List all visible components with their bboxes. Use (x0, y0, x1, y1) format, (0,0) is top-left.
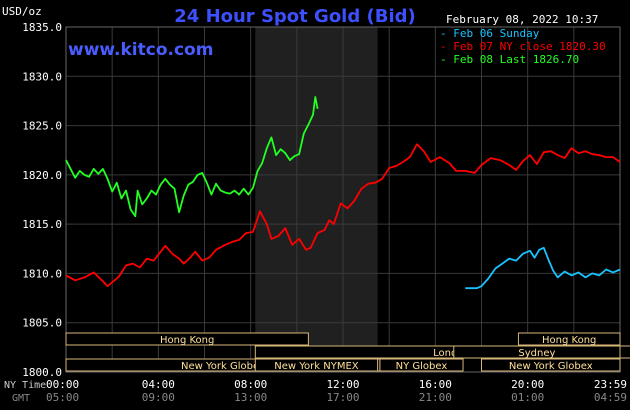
market-label: New York Globex (509, 361, 593, 372)
y-tick-label: 1815.0 (22, 218, 62, 231)
y-tick-label: 1820.0 (22, 169, 62, 182)
market-bar (481, 358, 621, 372)
y-tick-label: 1810.0 (22, 267, 62, 280)
market-label: Sydney (518, 348, 555, 359)
market-session-bars: Hong Kong London New York Globex New York N… (65, 332, 630, 372)
x-tick-label-ny: 00:00 (46, 378, 79, 391)
market-bar (65, 332, 309, 346)
chart-title: 24 Hour Spot Gold (Bid) (174, 6, 415, 27)
y-tick-label: 1825.0 (22, 120, 62, 133)
x-tick-label-gmt: 01:00 (511, 391, 544, 404)
y-axis-ticks: 1800.0 1805.0 1810.0 1815.0 1820.0 1825.0 1830… (22, 21, 62, 379)
market-bar (453, 345, 621, 359)
y-tick-label: 1835.0 (22, 21, 62, 34)
x-tick-label-ny: 12:00 (326, 378, 359, 391)
x-tick-label-gmt: 21:00 (419, 391, 452, 404)
series-line (65, 143, 621, 288)
plot-frame (65, 26, 621, 373)
market-bar (379, 358, 464, 372)
x-tick-label-gmt: 09:00 (142, 391, 175, 404)
x-tick-label-gmt: 17:00 (326, 391, 359, 404)
x-tick-label-gmt: 05:00 (46, 391, 79, 404)
price-series (65, 96, 621, 290)
market-label: London (433, 348, 470, 359)
legend-entry: - Feb 07 NY close 1820.30 (440, 40, 606, 53)
market-label: New York Globex (181, 361, 265, 372)
x-tick-label-ny: 08:00 (234, 378, 267, 391)
x-axis-gmt-label: GMT (12, 393, 30, 404)
nymex-session-highlight (255, 27, 378, 372)
x-tick-label-gmt: 13:00 (234, 391, 267, 404)
market-label: NY Globex (396, 361, 448, 372)
market-label: Hong Kong (542, 335, 596, 346)
legend-entry: - Feb 08 Last 1826.70 (440, 53, 579, 66)
timestamp: February 08, 2022 10:37 (446, 13, 598, 26)
y-tick-label: 1805.0 (22, 317, 62, 330)
series-line (65, 96, 319, 218)
y-tick-label: 1800.0 (22, 366, 62, 379)
source-watermark: www.kitco.com (68, 40, 213, 60)
market-bar (517, 332, 621, 346)
x-tick-label-ny: 20:00 (511, 378, 544, 391)
x-axis-ny-label: NY Time (4, 380, 46, 391)
legend-entry: - Feb 06 Sunday (440, 27, 540, 40)
market-label: Hong Kong (160, 335, 214, 346)
x-tick-label-ny: 04:00 (142, 378, 175, 391)
market-label: New York NYMEX (274, 361, 359, 372)
series-line (465, 246, 621, 290)
y-axis-label: USD/oz (2, 5, 42, 18)
x-tick-label-ny: 23:59 (594, 378, 627, 391)
x-tick-label-gmt: 04:59 (594, 391, 627, 404)
y-tick-label: 1830.0 (22, 70, 62, 83)
x-tick-label-ny: 16:00 (419, 378, 452, 391)
market-bar (254, 358, 379, 372)
legend: - Feb 06 Sunday- Feb 07 NY close 1820.30… (440, 27, 606, 66)
grid-lines (65, 26, 621, 373)
